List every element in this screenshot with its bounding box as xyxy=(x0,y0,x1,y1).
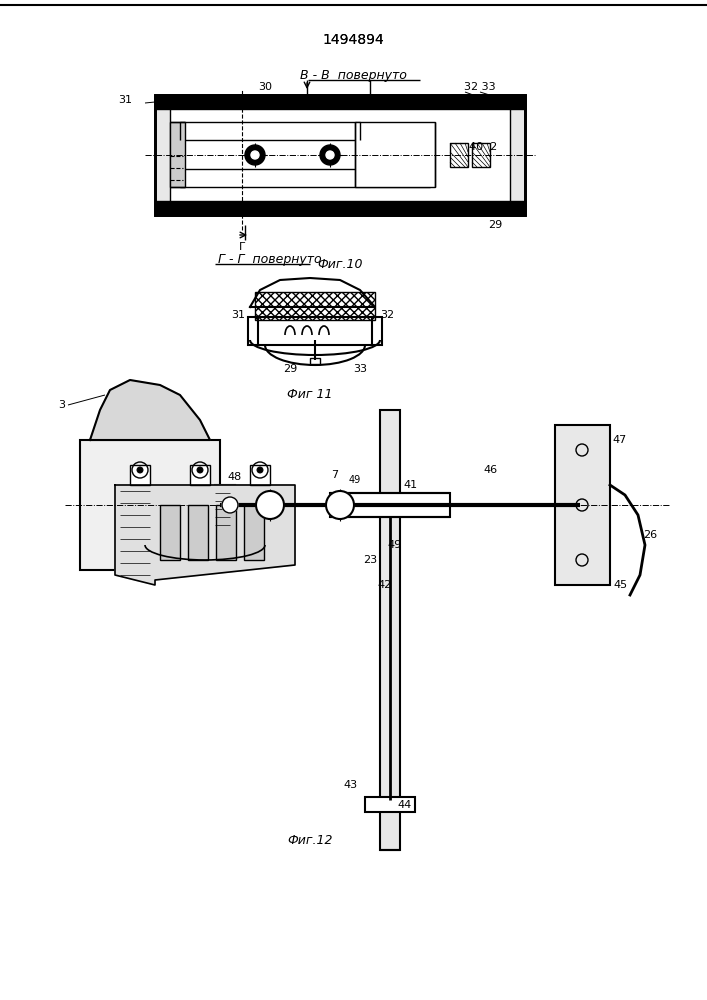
Text: Фиг 11: Фиг 11 xyxy=(287,388,333,401)
Circle shape xyxy=(256,491,284,519)
Bar xyxy=(190,465,210,485)
Text: 45: 45 xyxy=(613,580,627,590)
Text: 29: 29 xyxy=(283,364,297,374)
Circle shape xyxy=(326,491,354,519)
Text: 49: 49 xyxy=(349,475,361,485)
Polygon shape xyxy=(90,380,210,440)
Bar xyxy=(330,493,450,517)
Text: 31: 31 xyxy=(118,95,132,105)
Text: 32: 32 xyxy=(380,310,394,320)
Circle shape xyxy=(320,145,340,165)
Text: 46: 46 xyxy=(483,465,497,475)
Text: Фиг.12: Фиг.12 xyxy=(287,834,333,846)
Bar xyxy=(155,95,525,215)
Bar xyxy=(380,410,400,850)
Bar xyxy=(80,440,220,570)
Text: 23: 23 xyxy=(363,555,377,565)
Polygon shape xyxy=(115,485,295,585)
Circle shape xyxy=(137,467,143,473)
Bar xyxy=(216,505,236,560)
Bar xyxy=(372,317,382,345)
Text: 1494894: 1494894 xyxy=(322,33,384,47)
Text: 42: 42 xyxy=(378,580,392,590)
Text: 43: 43 xyxy=(343,780,357,790)
Text: 47: 47 xyxy=(613,435,627,445)
Text: 32 33: 32 33 xyxy=(464,82,496,92)
Bar xyxy=(248,317,258,345)
Bar xyxy=(180,122,360,140)
Bar xyxy=(450,143,468,167)
Text: 26: 26 xyxy=(643,530,657,540)
Text: 44: 44 xyxy=(398,800,412,810)
Text: Г: Г xyxy=(239,242,245,252)
Bar xyxy=(188,505,208,560)
Bar xyxy=(170,109,510,201)
Bar xyxy=(180,169,430,187)
Text: 33: 33 xyxy=(353,364,367,374)
Circle shape xyxy=(326,151,334,159)
Bar xyxy=(155,95,525,215)
Text: 29: 29 xyxy=(488,220,502,230)
Bar xyxy=(215,485,235,525)
Bar xyxy=(310,358,320,364)
Circle shape xyxy=(245,145,265,165)
Bar xyxy=(355,122,435,187)
Bar xyxy=(365,797,415,812)
Circle shape xyxy=(222,497,238,513)
Text: 48: 48 xyxy=(228,472,242,482)
Text: 30: 30 xyxy=(258,82,272,92)
Text: 1494894: 1494894 xyxy=(322,33,384,47)
Bar xyxy=(155,95,525,109)
Text: 40  2: 40 2 xyxy=(469,142,497,152)
Text: 7: 7 xyxy=(332,470,339,480)
Bar xyxy=(472,143,490,167)
Bar xyxy=(170,122,185,187)
Text: Фиг.10: Фиг.10 xyxy=(317,258,363,271)
Bar xyxy=(255,292,375,320)
Text: 3: 3 xyxy=(59,400,66,410)
Bar xyxy=(160,505,180,560)
Bar xyxy=(255,317,375,345)
Circle shape xyxy=(257,467,263,473)
Bar xyxy=(222,487,238,523)
Bar xyxy=(130,465,150,485)
Bar xyxy=(244,505,264,560)
Text: 41: 41 xyxy=(403,480,417,490)
Bar xyxy=(555,425,610,585)
Bar xyxy=(250,465,270,485)
Circle shape xyxy=(197,467,203,473)
Text: 49: 49 xyxy=(388,540,402,550)
Text: B - B  повернуто: B - B повернуто xyxy=(300,68,407,82)
Circle shape xyxy=(251,151,259,159)
Text: Г - Г  повернуто: Г - Г повернуто xyxy=(218,253,322,266)
Text: 31: 31 xyxy=(231,310,245,320)
Bar xyxy=(155,201,525,215)
